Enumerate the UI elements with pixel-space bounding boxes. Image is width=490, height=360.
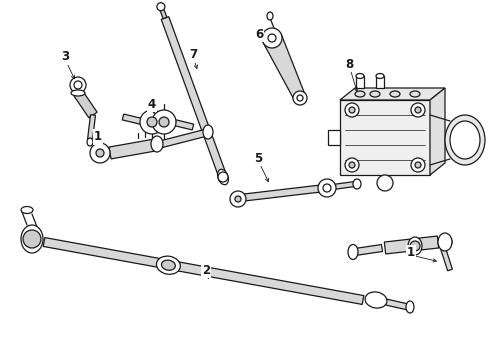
Ellipse shape [203, 125, 213, 139]
Circle shape [96, 149, 104, 157]
Polygon shape [263, 34, 305, 100]
Text: 3: 3 [61, 50, 69, 63]
Circle shape [440, 236, 452, 248]
Circle shape [411, 103, 425, 117]
Polygon shape [240, 185, 325, 202]
Ellipse shape [156, 256, 180, 274]
Ellipse shape [376, 73, 384, 78]
Polygon shape [161, 17, 227, 178]
Text: 6: 6 [255, 27, 263, 40]
Circle shape [235, 196, 241, 202]
Circle shape [230, 191, 246, 207]
Ellipse shape [410, 91, 420, 97]
Circle shape [147, 117, 157, 127]
Text: 7: 7 [189, 49, 197, 62]
Text: 4: 4 [148, 98, 156, 111]
Ellipse shape [450, 121, 480, 159]
Bar [328, 130, 340, 145]
Ellipse shape [365, 292, 387, 308]
Polygon shape [172, 119, 194, 130]
Polygon shape [340, 100, 430, 175]
Polygon shape [340, 88, 445, 100]
Ellipse shape [353, 179, 361, 189]
Circle shape [268, 34, 276, 42]
Text: 2: 2 [202, 264, 210, 276]
Circle shape [297, 95, 303, 101]
Circle shape [377, 175, 393, 191]
Text: 5: 5 [254, 152, 262, 165]
Polygon shape [122, 114, 145, 125]
Circle shape [152, 110, 176, 134]
Polygon shape [161, 130, 206, 147]
Circle shape [74, 81, 82, 89]
Polygon shape [109, 139, 156, 159]
Ellipse shape [406, 301, 414, 313]
Polygon shape [159, 6, 167, 19]
Circle shape [262, 28, 282, 48]
Polygon shape [440, 244, 452, 271]
Polygon shape [354, 244, 383, 256]
Circle shape [140, 110, 164, 134]
Circle shape [70, 77, 86, 93]
Polygon shape [384, 236, 439, 254]
Circle shape [345, 158, 359, 172]
Ellipse shape [356, 73, 364, 78]
Circle shape [345, 103, 359, 117]
Ellipse shape [408, 237, 422, 255]
Circle shape [415, 107, 421, 113]
Circle shape [218, 172, 228, 182]
Polygon shape [430, 88, 445, 175]
Circle shape [411, 158, 425, 172]
Circle shape [349, 107, 355, 113]
Ellipse shape [151, 136, 163, 152]
Bar [376, 76, 384, 88]
Text: 1: 1 [407, 247, 415, 260]
Polygon shape [74, 90, 97, 118]
Circle shape [318, 179, 336, 197]
Ellipse shape [218, 169, 228, 185]
Circle shape [157, 3, 165, 11]
Ellipse shape [445, 115, 485, 165]
Circle shape [323, 184, 331, 192]
Ellipse shape [438, 233, 452, 251]
Polygon shape [43, 238, 364, 305]
Text: 8: 8 [345, 58, 353, 71]
Ellipse shape [71, 90, 85, 96]
Circle shape [349, 162, 355, 168]
Polygon shape [88, 115, 96, 140]
Circle shape [90, 143, 110, 163]
Ellipse shape [21, 225, 43, 253]
Ellipse shape [370, 91, 380, 97]
Ellipse shape [348, 244, 358, 260]
Ellipse shape [87, 138, 93, 146]
Polygon shape [385, 299, 409, 310]
Circle shape [159, 117, 169, 127]
Circle shape [415, 162, 421, 168]
Polygon shape [333, 181, 355, 189]
Ellipse shape [21, 207, 33, 213]
Ellipse shape [267, 12, 273, 20]
Ellipse shape [390, 91, 400, 97]
Ellipse shape [355, 91, 365, 97]
Circle shape [23, 230, 41, 248]
Ellipse shape [161, 260, 175, 270]
Text: 1: 1 [94, 130, 102, 144]
Bar [356, 76, 364, 88]
Circle shape [293, 91, 307, 105]
Circle shape [410, 241, 420, 251]
